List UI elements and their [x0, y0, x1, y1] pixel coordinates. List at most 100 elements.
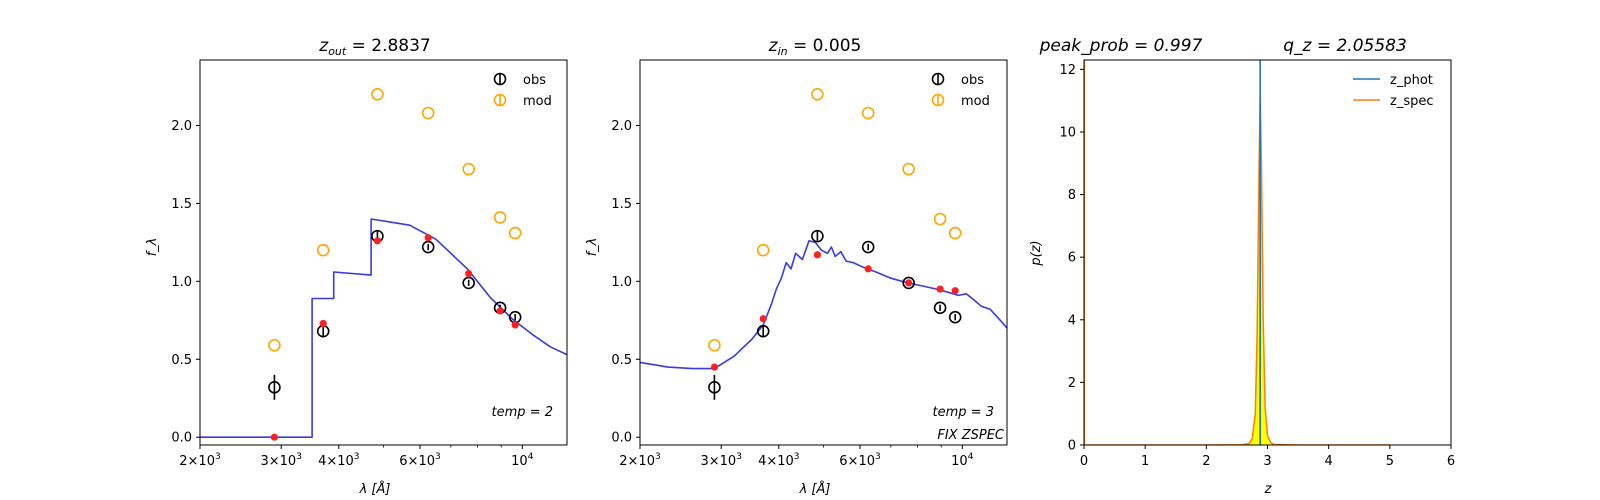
legend-mod-marker: [931, 93, 945, 107]
obs-point: [948, 310, 962, 324]
panel-sed-zin-plot: [640, 87, 1007, 400]
panel2-xtick-label: 6: [1447, 454, 1455, 469]
obs-point: [421, 240, 435, 254]
panel2-ytick-label: 8: [1068, 188, 1076, 203]
obs-point: [756, 324, 770, 338]
legend-zphot-label: z_phot: [1390, 73, 1433, 88]
panel1-xtick-label: 104: [951, 452, 974, 469]
fit-point: [936, 285, 944, 293]
panel-sed-zin-annotation-fix: FIX ZSPEC: [937, 428, 1005, 443]
panel-sed-zin: zin = 0.005 λ [Å] f_λ 2×103 3×103 4×103 6×1…: [585, 36, 1008, 497]
legend-mod-label: mod: [961, 94, 990, 109]
panel2-ytick-label: 10: [1059, 125, 1076, 140]
fit-point: [905, 279, 913, 287]
sed-template-line: [200, 218, 567, 438]
mod-point: [493, 211, 507, 224]
panel2-xtick-label: 5: [1386, 454, 1394, 469]
mod-point: [933, 212, 947, 226]
fit-point: [813, 251, 822, 259]
panel-pz-title-peak: peak_prob = 0.997: [1039, 36, 1203, 56]
obs-point: [268, 381, 281, 394]
panel1-ytick-label: 1.5: [611, 197, 632, 212]
obs-point: [902, 276, 915, 290]
panel0-ytick-label: 0.0: [171, 431, 192, 446]
fit-point: [710, 363, 719, 371]
mod-point: [861, 106, 875, 120]
panel2-ytick-label: 2: [1068, 376, 1076, 391]
panel-sed-zout-legend: obs mod: [493, 72, 552, 109]
panel0-xtick-label: 3×103: [260, 452, 301, 469]
panel2-ytick-label: 12: [1059, 63, 1076, 78]
fit-point: [511, 321, 519, 329]
panel0-xtick-label: 2×103: [179, 452, 220, 469]
mod-point: [268, 338, 281, 352]
panel-pz: peak_prob = 0.997 q_z = 2.05583 z p(z) 0…: [1029, 36, 1455, 497]
panel2-xtick-label: 3: [1263, 454, 1271, 469]
panel-pz-ylabel: p(z): [1029, 240, 1044, 266]
panel-sed-zout-ylabel: f_λ: [145, 238, 160, 257]
obs-point: [462, 276, 475, 290]
legend-obs-label: obs: [523, 73, 546, 88]
mod-point: [948, 226, 962, 240]
panel0-xtick-label: 6×103: [399, 452, 440, 469]
legend-mod-marker: [493, 93, 507, 107]
panel-sed-zin-annotation: temp = 3: [933, 405, 994, 420]
panel1-ytick-label: 0.0: [611, 431, 632, 446]
panel-sed-zout-xlabel: λ [Å]: [359, 481, 391, 497]
plot-area: [200, 87, 567, 441]
mod-point: [756, 243, 770, 257]
panel0-ytick-label: 1.5: [171, 197, 192, 212]
panel2-ytick-label: 6: [1068, 251, 1076, 266]
obs-point: [933, 301, 947, 315]
panel0-xtick-label: 104: [511, 452, 534, 469]
panel-sed-zout-ticks: 2×103 3×103 4×103 6×103 104 0.0 0.5 1.0 1.5 2.0: [171, 119, 533, 469]
panel-sed-zin-xlabel: λ [Å]: [799, 481, 831, 497]
obs-point: [708, 381, 721, 394]
panel-sed-zin-legend: obs mod: [931, 72, 990, 109]
panel-sed-zin-ticks: 2×103 3×103 4×103 6×103 104 0.0 0.5 1.0 1.5 2.0: [611, 119, 973, 469]
legend-zspec-label: z_spec: [1390, 94, 1434, 109]
mod-point: [371, 87, 384, 101]
fit-point: [465, 269, 473, 278]
fit-point: [864, 265, 872, 273]
legend-obs-marker: [931, 72, 945, 86]
fit-point: [373, 237, 382, 245]
panel2-xtick-label: 0: [1080, 454, 1088, 469]
panel2-ytick-label: 4: [1068, 313, 1076, 328]
panel1-ytick-label: 0.5: [611, 353, 632, 368]
panel-sed-zout-annotation: temp = 2: [492, 405, 553, 420]
fit-point: [951, 287, 959, 295]
mod-point: [811, 87, 824, 101]
panel-pz-legend: z_phot z_spec: [1353, 73, 1434, 109]
panel-pz-title-qz: q_z = 2.05583: [1283, 36, 1407, 56]
panel-sed-zin-ylabel: f_λ: [585, 238, 600, 257]
panel2-xtick-label: 1: [1141, 454, 1149, 469]
panel0-ytick-label: 1.0: [171, 275, 192, 290]
panel1-xtick-label: 2×103: [619, 452, 660, 469]
legend-obs-marker: [493, 72, 507, 86]
panel1-xtick-label: 4×103: [758, 452, 799, 469]
panel1-xtick-label: 3×103: [700, 452, 741, 469]
panel-sed-zout-title: zout = 2.8837: [318, 36, 431, 58]
mod-point: [708, 338, 721, 352]
panel0-ytick-label: 2.0: [171, 119, 192, 134]
panel2-xtick-label: 4: [1325, 454, 1333, 469]
legend-mod-label: mod: [523, 94, 552, 109]
panel1-ytick-label: 2.0: [611, 119, 632, 134]
mod-point: [462, 162, 475, 176]
panel-sed-zin-title: zin = 0.005: [768, 36, 862, 58]
panel0-ytick-label: 0.5: [171, 353, 192, 368]
fit-point: [424, 234, 432, 242]
panel2-xtick-label: 2: [1202, 454, 1210, 469]
fit-point: [496, 307, 504, 315]
mod-point: [508, 226, 522, 240]
obs-point: [861, 240, 875, 254]
panel-pz-xlabel: z: [1264, 482, 1273, 497]
mod-point: [902, 162, 915, 176]
fit-point: [319, 319, 327, 328]
fit-point: [759, 315, 767, 323]
panel1-ytick-label: 1.0: [611, 275, 632, 290]
